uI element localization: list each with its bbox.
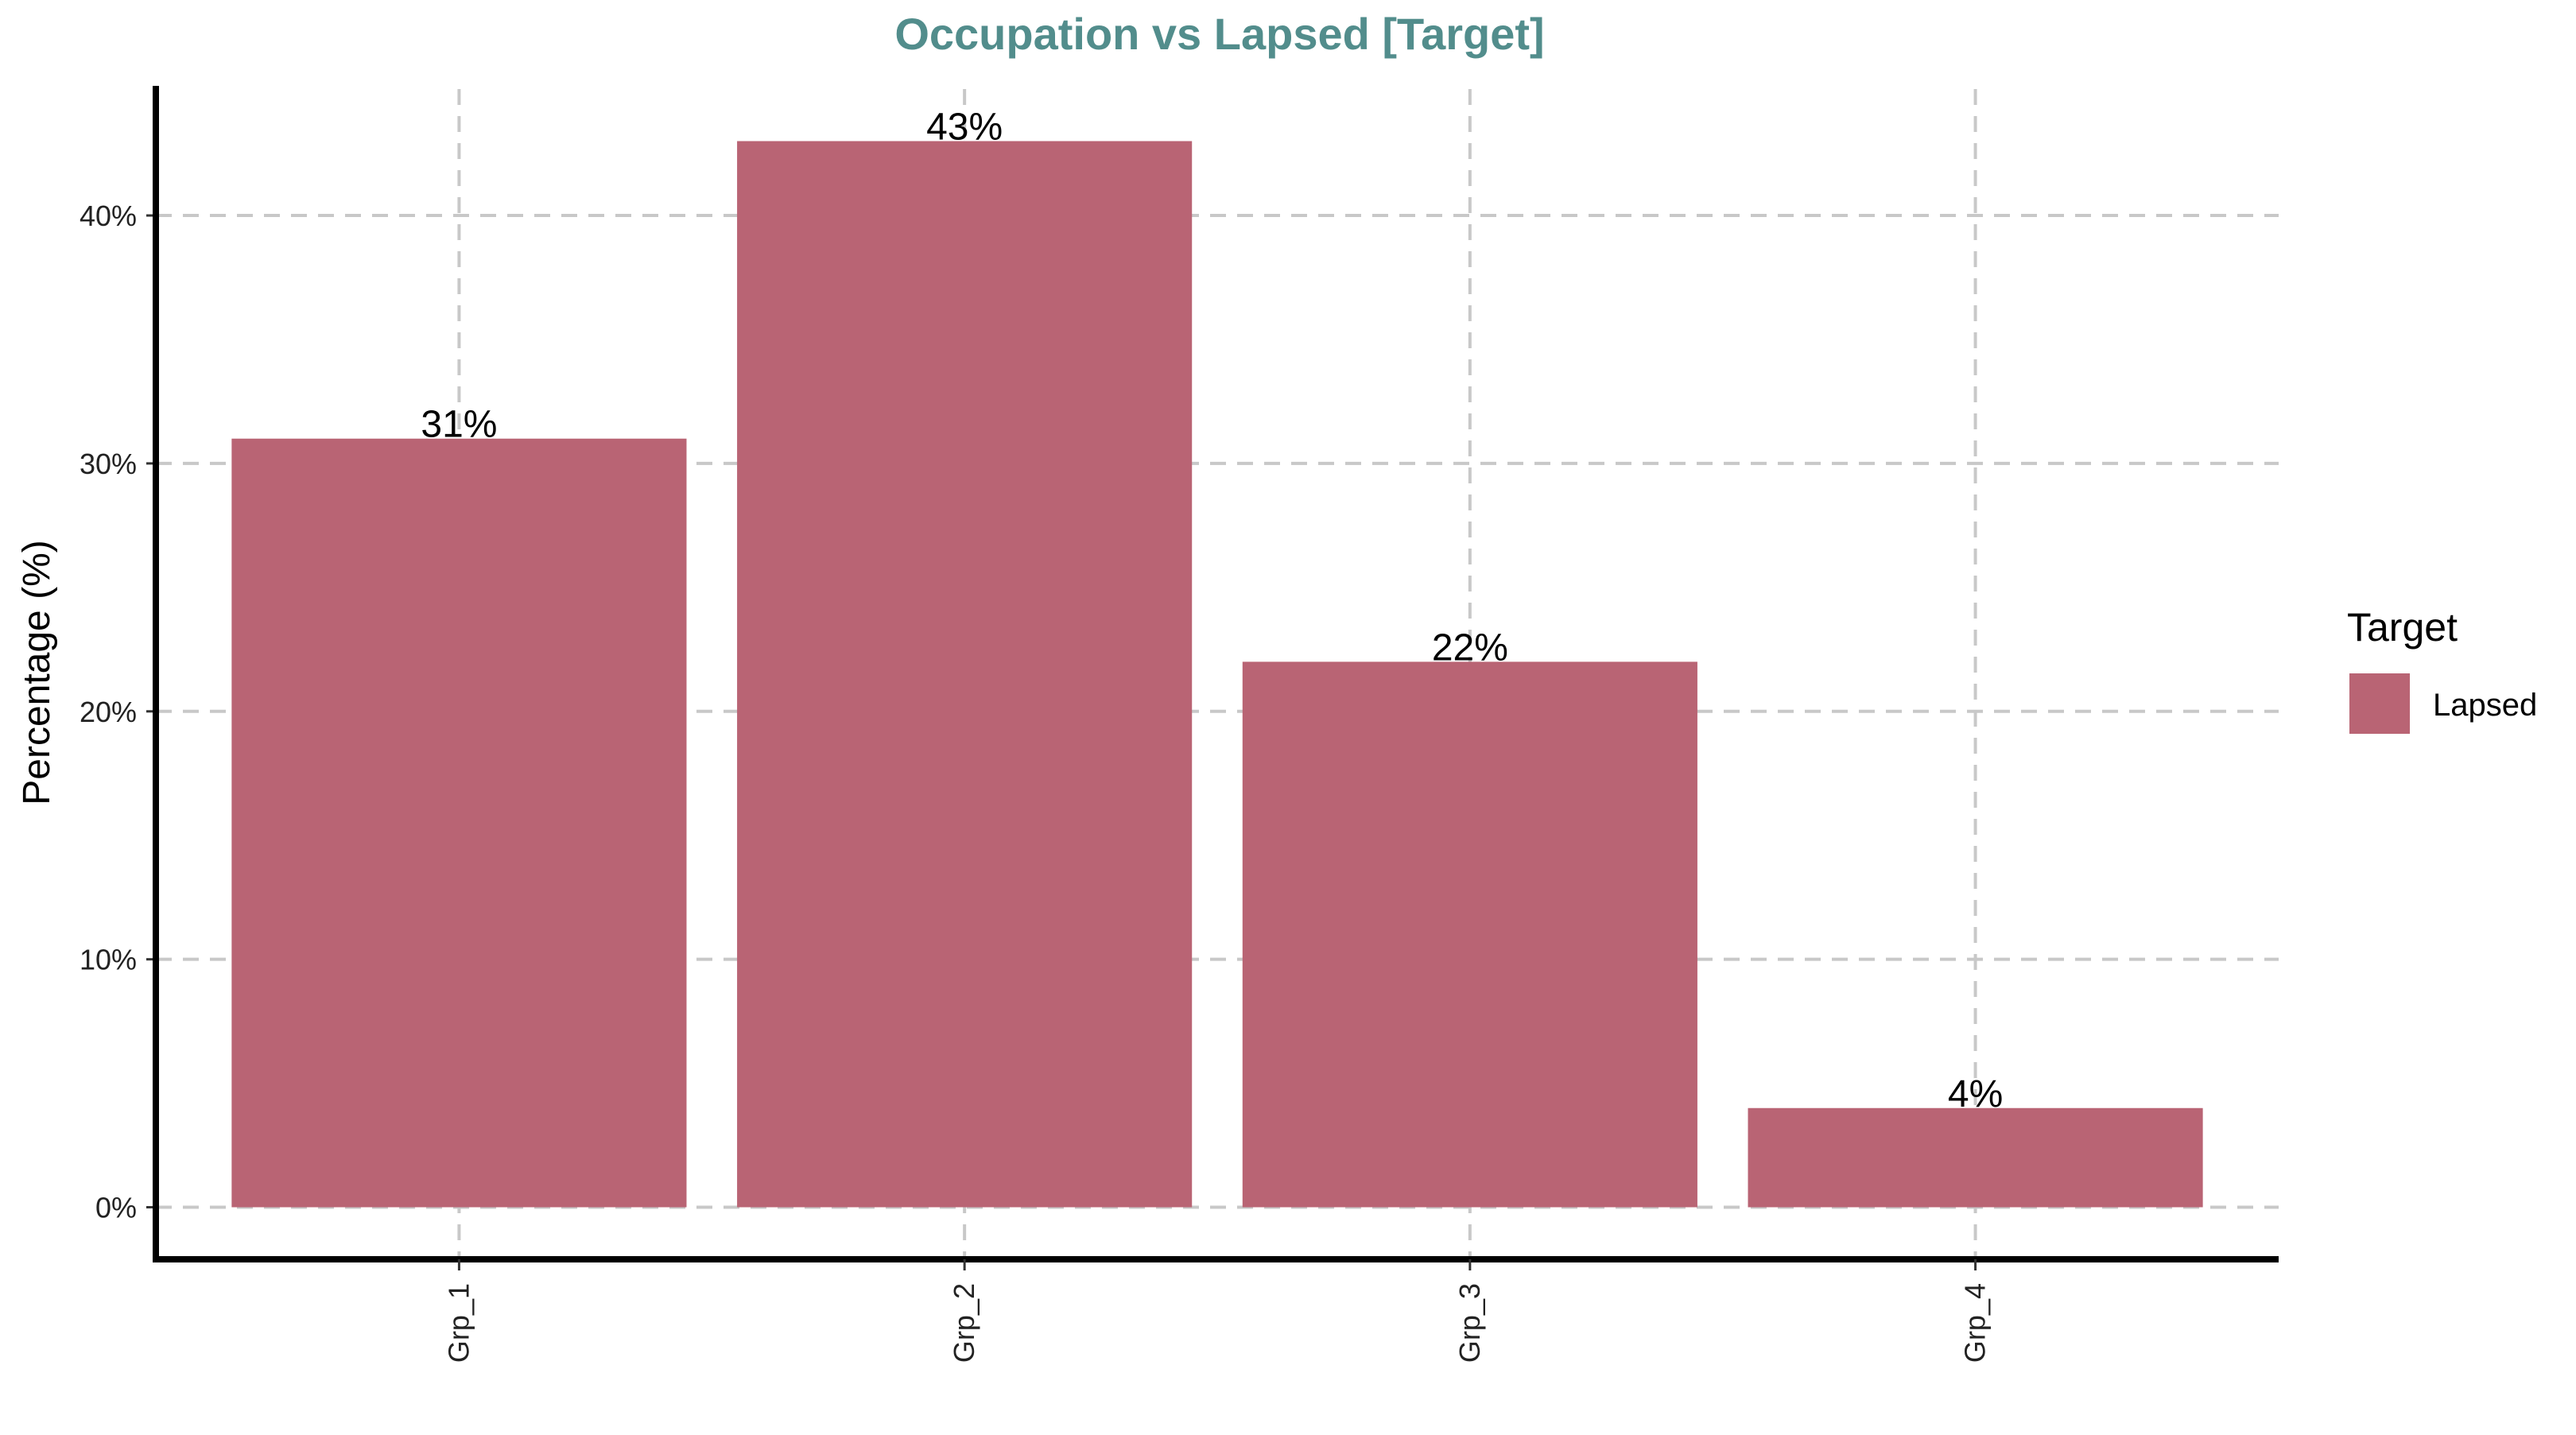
bars <box>231 141 2203 1208</box>
y-tick-label: 30% <box>80 448 137 480</box>
bar-grp-1 <box>231 438 687 1208</box>
chart-title: Occupation vs Lapsed [Target] <box>894 9 1544 59</box>
bar-grp-2 <box>737 141 1193 1208</box>
bar-value-label: 43% <box>926 106 1003 148</box>
bar-grp-4 <box>1748 1107 2203 1208</box>
legend-title: Target <box>2347 605 2458 650</box>
legend-swatch-lapsed <box>2348 672 2411 735</box>
legend: Target Lapsed <box>2347 605 2537 735</box>
bar-value-label: 31% <box>421 404 497 446</box>
y-axis-title: Percentage (%) <box>16 540 58 805</box>
legend-label-lapsed: Lapsed <box>2433 688 2537 723</box>
x-tick-label: Grp_2 <box>948 1283 980 1363</box>
x-tick-label: Grp_1 <box>442 1283 475 1363</box>
y-tick-label: 40% <box>80 200 137 232</box>
bar-value-label: 4% <box>1948 1073 2003 1115</box>
data-labels: 31% 43% 22% 4% <box>421 106 2003 1115</box>
y-tick-label: 20% <box>80 696 137 728</box>
y-tick-label: 0% <box>95 1192 137 1224</box>
bar-grp-3 <box>1242 661 1697 1208</box>
axes: 0% 10% 20% 30% 40% Grp_1 Grp_2 Grp_3 Grp_4 <box>80 86 2279 1363</box>
bar-value-label: 22% <box>1432 626 1508 669</box>
x-tick-label: Grp_4 <box>1959 1283 1992 1363</box>
x-tick-label: Grp_3 <box>1453 1283 1486 1363</box>
y-tick-label: 10% <box>80 944 137 976</box>
